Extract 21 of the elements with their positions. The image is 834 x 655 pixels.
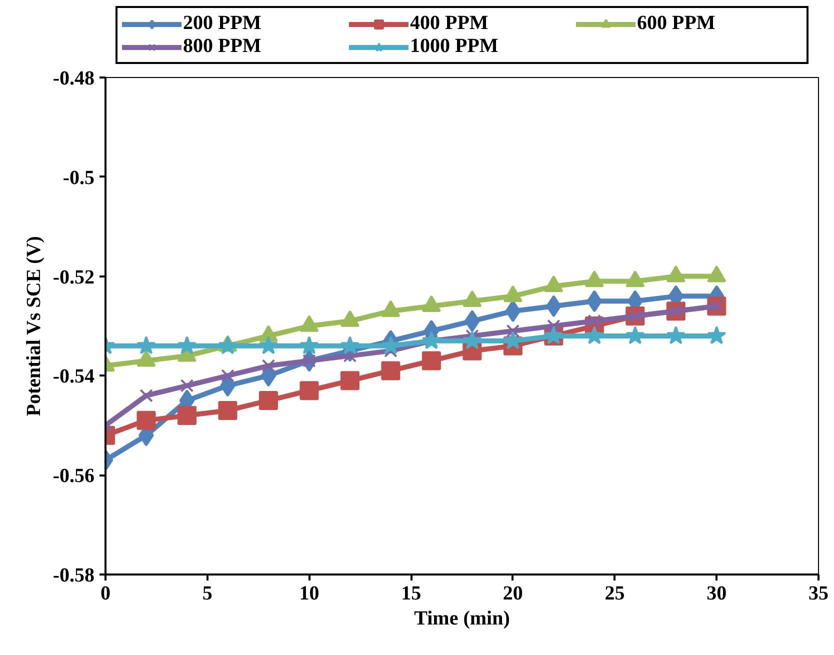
y-tick-label: -0.58 xyxy=(52,564,95,586)
y-tick-label: -0.48 xyxy=(52,68,95,90)
x-tick-label: 35 xyxy=(808,582,828,604)
y-tick-label: -0.56 xyxy=(52,465,95,488)
x-tick-label: 25 xyxy=(604,582,625,604)
legend-label: 800 PPM xyxy=(183,35,262,58)
legend-label: 400 PPM xyxy=(410,12,490,35)
y-tick-label: -0.5 xyxy=(62,166,95,189)
legend-label: 600 PPM xyxy=(637,12,716,35)
x-tick-label: 0 xyxy=(100,582,110,604)
x-tick-label: 5 xyxy=(202,582,212,604)
x-tick-label: 10 xyxy=(299,582,320,604)
legend-label: 200 PPM xyxy=(183,12,262,35)
y-tick-label: -0.52 xyxy=(52,266,95,288)
x-axis-title: Time (min) xyxy=(414,608,510,630)
legend-label: 1000 PPM xyxy=(410,35,500,58)
y-axis-title: Potential Vs SCE (V) xyxy=(22,236,45,416)
x-tick-label: 30 xyxy=(706,582,727,604)
x-tick-label: 15 xyxy=(401,582,422,604)
y-tick-label: -0.54 xyxy=(52,366,95,388)
x-tick-label: 20 xyxy=(502,582,523,604)
